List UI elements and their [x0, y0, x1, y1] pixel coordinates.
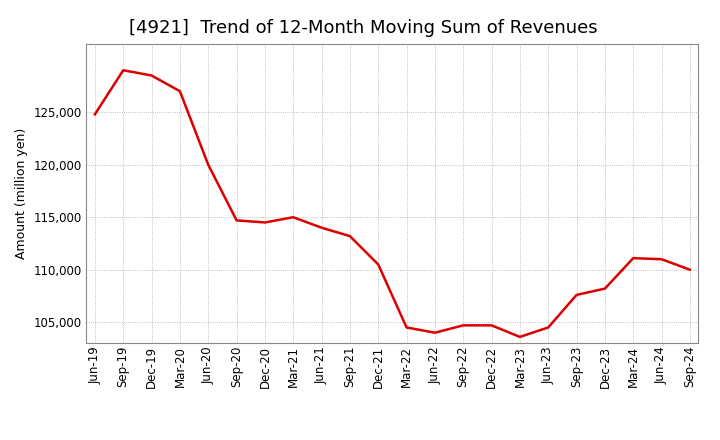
- Text: [4921]  Trend of 12-Month Moving Sum of Revenues: [4921] Trend of 12-Month Moving Sum of R…: [130, 19, 598, 37]
- Y-axis label: Amount (million yen): Amount (million yen): [14, 128, 28, 259]
